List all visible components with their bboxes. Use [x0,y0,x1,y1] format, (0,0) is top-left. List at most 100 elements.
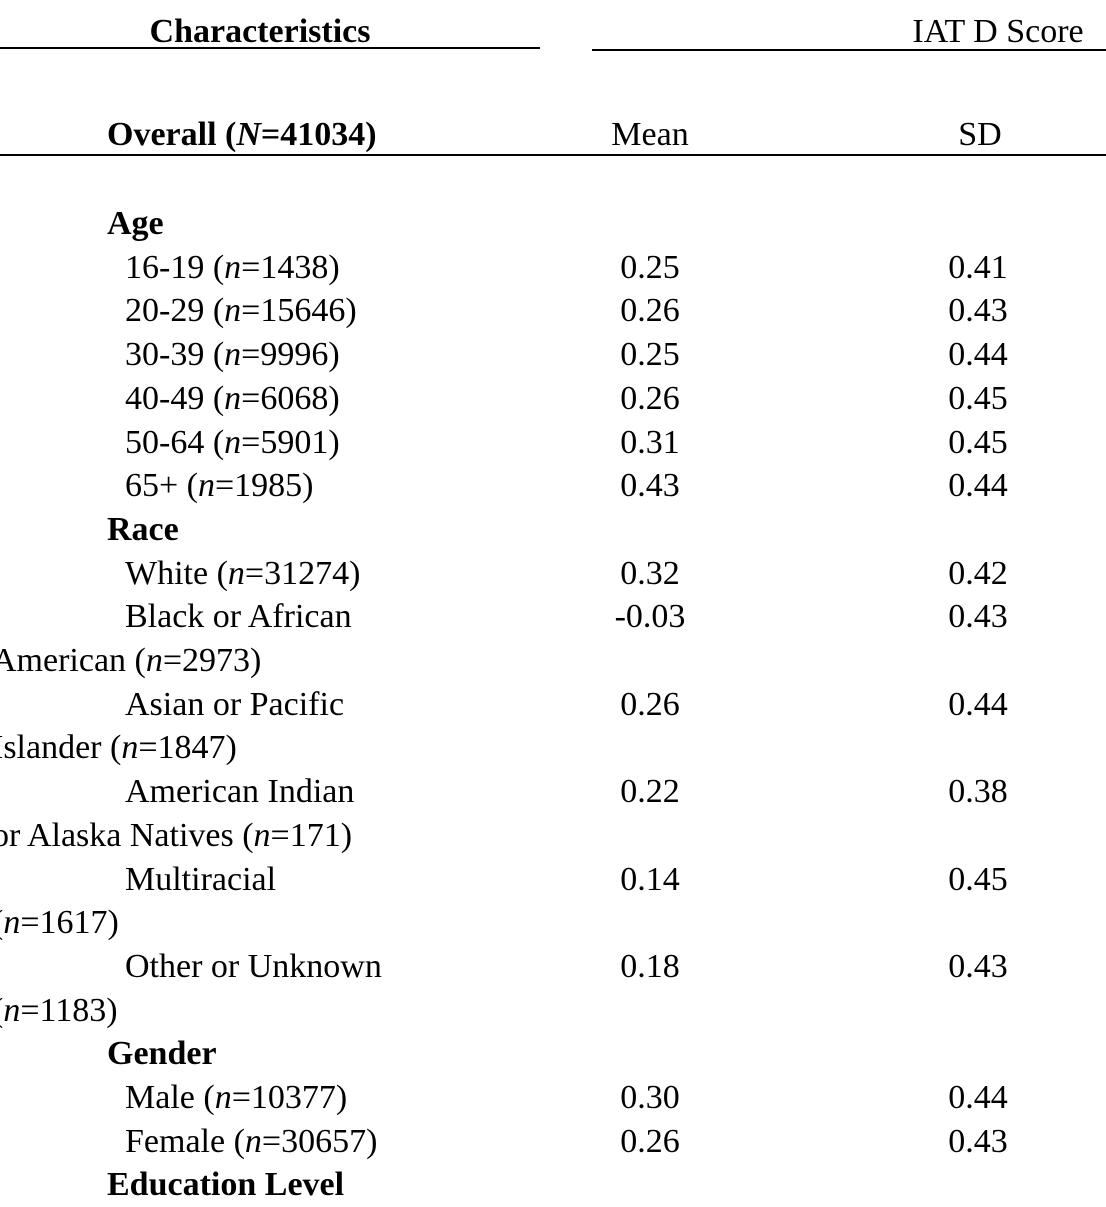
row-label: Black or African [125,595,352,639]
text-part: n [224,379,242,417]
text-part: Other or Unknown [125,947,382,985]
text-part: =6068) [241,379,340,417]
section-title: Gender [107,1035,217,1073]
text-part: =31274) [244,554,361,592]
text-part: n [214,1079,232,1116]
text-part: N [236,116,261,153]
sd-cell: 0.43 [948,1122,1008,1160]
text-part: =1847) [138,729,237,767]
row-label: or Alaska Natives (n=171) [0,814,352,858]
sd-cell: 0.38 [948,773,1008,811]
text-part: =15646) [241,292,357,330]
text-part: 30-39 ( [125,336,225,374]
mean-cell: 0.32 [620,554,680,592]
text-part: =1617) [20,904,119,942]
mean-cell: -0.03 [614,598,686,636]
text-part: 40-49 ( [125,379,225,417]
rule [0,154,1106,156]
sd-cell: 0.45 [948,860,1008,898]
text-part: 20-29 ( [125,292,225,330]
row-label: Multiracial [125,858,276,902]
section-title: Age [107,205,164,242]
mean-cell: 0.26 [620,379,680,417]
page: Characteristics IAT D Score Overall (N=4… [0,13,1106,1204]
text-part: =1985) [215,467,314,505]
text-part: n [224,336,242,374]
text-part: n [253,816,271,854]
overall-header: Overall (N=41034) [107,113,377,157]
row-label: (n=1617) [0,901,119,945]
sd-cell: 0.44 [948,467,1008,505]
row-label: White (n=31274) [125,552,360,596]
mean-cell: 0.26 [620,292,680,330]
text-part: =41034) [260,116,377,153]
text-part: =171) [270,816,353,854]
row-label: 16-19 (n=1438) [125,246,340,290]
row-label: American (n=2973) [0,639,261,683]
sd-cell: 0.43 [948,598,1008,636]
text-part: n [224,423,242,461]
text-part: Female ( [125,1122,245,1160]
text-part: =1438) [241,248,340,286]
mean-cell: 0.30 [620,1079,680,1116]
text-part: =5901) [241,423,340,461]
text-part: 65+ ( [125,467,198,505]
section-title: Race [107,510,179,548]
text-part: n [198,467,215,505]
sd-cell: 0.43 [948,947,1008,985]
text-part: =2973) [162,642,262,679]
mean-cell: 0.26 [620,685,680,723]
text-part: or Alaska Natives ( [0,816,254,854]
row-label: Female (n=30657) [125,1120,377,1164]
sd-cell: 0.45 [948,423,1008,461]
sd-cell: 0.44 [948,1079,1008,1116]
row-label: Asian or Pacific [125,683,344,727]
mean-cell: 0.25 [620,248,680,286]
row-label: (n=1183) [0,989,118,1033]
text-part: American Indian [125,773,355,811]
text-part: =10377) [231,1079,348,1116]
text-part: 16-19 ( [125,248,225,286]
text-part: White ( [125,554,228,592]
text-part: n [145,642,163,679]
row-label: American Indian [125,770,354,814]
rule [592,49,1106,51]
mean-header: Mean [611,116,689,153]
text-part: Overall ( [107,116,237,153]
text-part: Male ( [125,1079,215,1116]
mean-cell: 0.14 [620,860,680,898]
mean-cell: 0.25 [620,336,680,374]
row-label: 40-49 (n=6068) [125,377,340,421]
text-part: 50-64 ( [125,423,225,461]
row-label: Islander (n=1847) [0,726,237,770]
sd-header: SD [958,116,1002,153]
sd-cell: 0.41 [948,248,1008,286]
text-part: American ( [0,642,146,679]
sd-cell: 0.42 [948,554,1008,592]
text-part: =1183) [20,991,118,1029]
mean-cell: 0.22 [620,773,680,811]
text-part: n [244,1122,262,1160]
sd-cell: 0.44 [948,685,1008,723]
mean-cell: 0.31 [620,423,680,461]
text-part: n [3,991,21,1029]
text-part: n [3,904,21,942]
text-part: Black or African [125,598,352,636]
sd-cell: 0.44 [948,336,1008,374]
text-part: n [224,292,242,330]
text-part: n [121,729,139,767]
row-label: 20-29 (n=15646) [125,289,357,333]
text-part: Multiracial [125,860,277,898]
row-label: 50-64 (n=5901) [125,421,340,465]
header-characteristics: Characteristics [149,13,371,50]
rule [0,47,540,49]
mean-cell: 0.26 [620,1122,680,1160]
text-part: Islander ( [0,729,122,767]
text-part: ( [0,904,3,941]
header-iat: IAT D Score [912,13,1084,50]
mean-cell: 0.43 [620,467,680,505]
section-title: Education Level [107,1166,345,1204]
row-label: Other or Unknown [125,945,382,989]
text-part: =30657) [261,1122,378,1160]
text-part: ( [0,992,3,1029]
